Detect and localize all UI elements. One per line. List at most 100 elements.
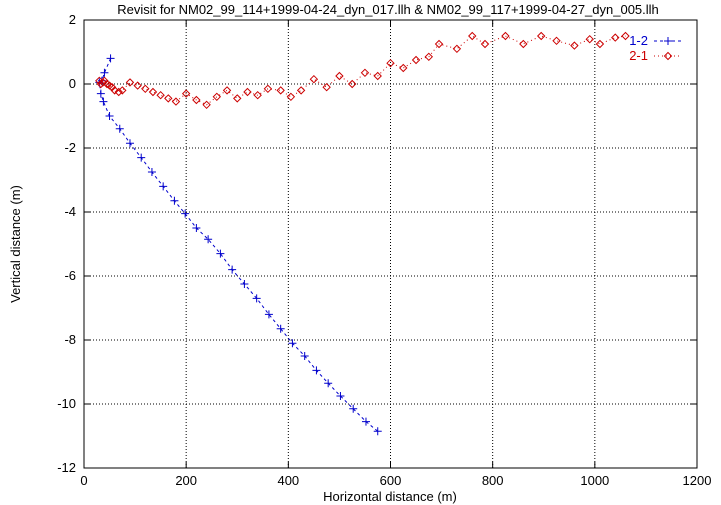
data-point [595, 39, 605, 49]
y-tick-label: -6 [64, 268, 76, 283]
data-point [192, 95, 201, 105]
x-tick-label: 200 [175, 473, 197, 488]
data-point [243, 87, 252, 97]
data-point [519, 39, 528, 49]
data-point [296, 86, 306, 95]
legend-marker [664, 37, 672, 45]
data-point [105, 112, 114, 120]
data-point [252, 294, 261, 303]
data-point [115, 124, 124, 133]
y-tick-label: -8 [64, 332, 76, 347]
x-tick-label: 0 [80, 473, 87, 488]
y-tick-label: -10 [57, 396, 76, 411]
data-point [148, 87, 158, 97]
y-axis-label: Vertical distance (m) [8, 185, 23, 303]
data-point [171, 97, 181, 106]
x-tick-label: 600 [380, 473, 402, 488]
y-tick-label: -2 [64, 140, 76, 155]
legend: 1-22-1 [629, 33, 682, 63]
x-tick-label: 800 [482, 473, 504, 488]
data-point [276, 324, 285, 333]
data-point [309, 74, 319, 84]
data-point [336, 392, 345, 400]
data-point [181, 209, 190, 218]
data-point [264, 310, 273, 319]
data-point [125, 78, 135, 87]
x-tick-label: 400 [277, 473, 299, 488]
data-point [411, 55, 421, 65]
data-point [286, 92, 296, 102]
y-tick-label: 2 [69, 12, 76, 27]
data-point [233, 94, 242, 103]
data-point [570, 41, 579, 50]
data-point [118, 86, 127, 95]
data-point [147, 168, 156, 176]
data-point [228, 265, 237, 274]
data-point [312, 366, 321, 375]
data-point [159, 182, 168, 191]
data-point [300, 352, 309, 360]
data-point [100, 68, 109, 77]
data-point [501, 31, 510, 41]
data-point [141, 84, 150, 94]
series-layer [95, 31, 630, 436]
data-point [611, 33, 620, 42]
data-point [204, 235, 213, 244]
y-tick-label: -4 [64, 204, 76, 219]
data-point [192, 224, 201, 232]
data-point [133, 81, 142, 90]
series-2-1 [95, 31, 630, 110]
data-point [386, 58, 395, 68]
data-point [98, 78, 108, 87]
grid-lines [84, 20, 697, 468]
data-point [468, 31, 477, 41]
data-point [585, 34, 594, 44]
data-point [324, 379, 333, 388]
data-point [349, 404, 358, 413]
data-point [240, 280, 249, 288]
data-point [253, 90, 262, 100]
chart-title: Revisit for NM02_99_114+1999-04-24_dyn_0… [117, 2, 659, 17]
data-point [202, 100, 211, 110]
data-point [480, 39, 490, 49]
x-tick-label: 1200 [683, 473, 712, 488]
data-point [335, 71, 344, 81]
data-point [156, 90, 165, 100]
data-point [137, 153, 146, 162]
data-point [164, 94, 173, 103]
data-point [424, 52, 434, 62]
data-point [96, 89, 105, 98]
data-point [347, 79, 357, 89]
data-point [114, 87, 123, 97]
x-axis-label: Horizontal distance (m) [323, 489, 457, 504]
data-point [181, 89, 191, 98]
data-point [222, 86, 232, 95]
y-tick-label: 0 [69, 76, 76, 91]
data-point [276, 86, 285, 95]
data-point [110, 86, 119, 95]
legend-label: 2-1 [629, 48, 648, 63]
data-point [106, 54, 115, 63]
data-point [399, 63, 408, 73]
data-point [263, 84, 273, 94]
data-point [434, 39, 444, 49]
data-point [216, 249, 225, 258]
data-point [288, 339, 297, 348]
data-point [536, 31, 546, 41]
data-point [373, 71, 382, 81]
series-line [98, 35, 626, 106]
legend-marker [663, 51, 673, 61]
data-point [360, 68, 370, 78]
x-tick-label: 1000 [580, 473, 609, 488]
data-point [170, 196, 179, 205]
data-point [125, 139, 134, 148]
data-point [99, 97, 108, 106]
data-point [621, 31, 630, 41]
y-tick-label: -12 [57, 460, 76, 475]
axis-ticks: 0 200 400 600 800 1000 1200 -12 -10 -8 -6 -4 -2 0 2 [57, 12, 711, 488]
data-point [322, 82, 331, 92]
data-point [552, 36, 561, 46]
data-point [373, 427, 382, 436]
data-point [452, 44, 462, 54]
